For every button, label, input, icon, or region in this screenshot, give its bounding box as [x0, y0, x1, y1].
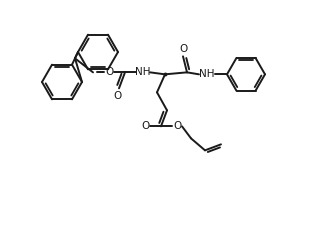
Text: O: O: [173, 121, 181, 131]
Text: NH: NH: [199, 69, 215, 79]
Text: O: O: [105, 67, 113, 77]
Text: NH: NH: [135, 67, 151, 77]
Text: O: O: [114, 91, 122, 101]
Text: O: O: [180, 44, 188, 54]
Text: O: O: [141, 121, 149, 131]
